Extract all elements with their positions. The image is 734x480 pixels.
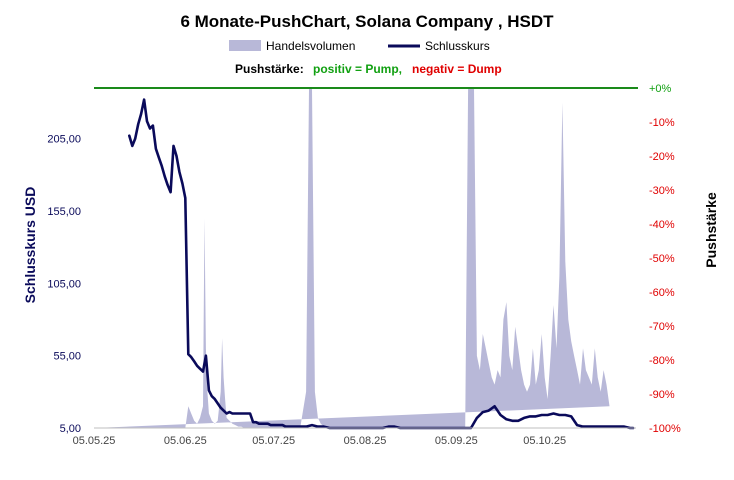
y2-tick-label: -20% [649,151,675,163]
legend: Handelsvolumen Schlusskurs [229,39,490,53]
pushstaerke-subtitle: Pushstärke: positiv = Pump, negativ = Du… [235,62,502,76]
y2-tick-label: -50% [649,253,675,265]
y-axis-right-label: Pushstärke [703,192,719,268]
plot-area [94,87,638,430]
legend-swatch-volume [229,40,261,51]
y2-tick-label: -60% [649,287,675,299]
x-tick-label: 05.08.25 [344,435,387,447]
x-tick-label: 05.10.25 [523,435,566,447]
price-line [128,98,635,430]
chart-title: 6 Monate-PushChart, Solana Company , HSD… [180,12,554,31]
y-tick-label: 5,00 [60,423,81,435]
x-tick-label: 05.05.25 [73,435,116,447]
y2-tick-label: -100% [649,423,681,435]
y-tick-label: 105,00 [47,278,81,290]
x-tick-label: 05.06.25 [164,435,207,447]
y-axis-right-ticks: +0% -10% -20% -30% -40% -50% -60% -70% -80% -90% -… [649,83,681,435]
y-tick-label: 205,00 [47,134,81,146]
y-tick-label: 55,00 [53,351,81,363]
y2-tick-label: -40% [649,219,675,231]
legend-label-price: Schlusskurs [425,39,490,53]
legend-label-volume: Handelsvolumen [266,39,355,53]
y2-tick-label: -80% [649,355,675,367]
y-tick-label: 155,00 [47,206,81,218]
y2-tick-label: -70% [649,321,675,333]
volume-area [94,88,610,428]
y2-tick-label: -30% [649,185,675,197]
pushstaerke-negative: negativ = Dump [412,62,502,76]
y2-tick-label: +0% [649,83,672,95]
x-tick-label: 05.09.25 [435,435,478,447]
pushstaerke-positive: positiv = Pump, [313,62,402,76]
y2-tick-label: -10% [649,117,675,129]
pushstaerke-prefix: Pushstärke: [235,62,304,76]
y-axis-left-label: Schlusskurs USD [22,187,38,304]
x-axis-ticks: 05.05.25 05.06.25 05.07.25 05.08.25 05.09.25… [73,435,567,447]
y-axis-left-ticks: 5,00 55,00 105,00 155,00 205,00 [47,134,81,435]
y2-tick-label: -90% [649,389,675,401]
x-tick-label: 05.07.25 [252,435,295,447]
